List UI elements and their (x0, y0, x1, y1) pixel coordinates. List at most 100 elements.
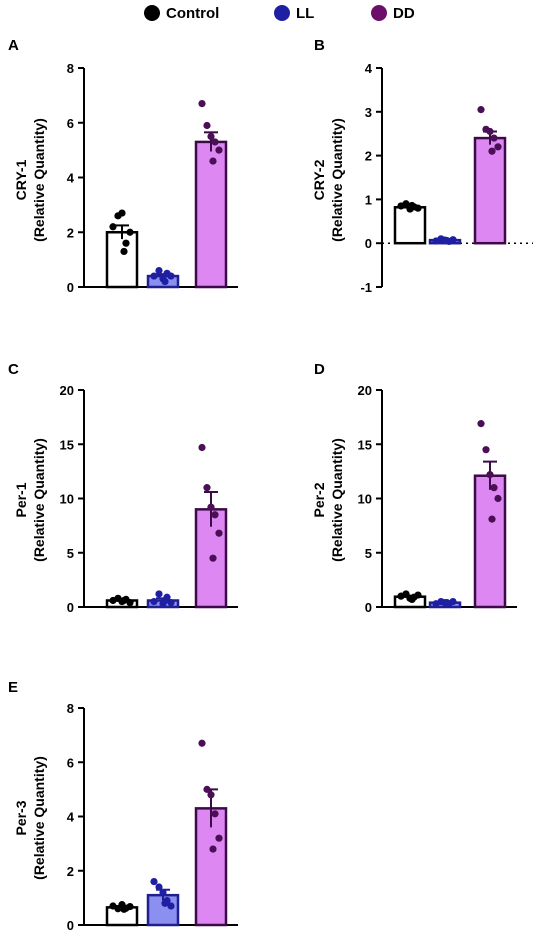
plot-area: 0 5 10 15 20 (60, 383, 238, 615)
data-point-control (120, 596, 128, 605)
plot-area: -1 0 1 2 3 4 (360, 61, 533, 295)
data-point-ll (150, 597, 158, 606)
y-axis-title-line2: (Relative Quantity) (329, 118, 345, 242)
data-point-dd (209, 845, 217, 853)
legend-label-ll: LL (296, 5, 314, 22)
chart-legend: Control LL DD (144, 5, 415, 22)
panel-letter-d: D (314, 361, 325, 378)
data-point-dd (207, 791, 215, 799)
data-point-dd (207, 132, 215, 141)
data-point-ll (167, 599, 175, 607)
data-point-ll (167, 272, 175, 280)
data-point-ll (155, 590, 163, 598)
legend-item-control: Control (144, 5, 219, 22)
panel-letter-a: A (8, 37, 19, 54)
legend-item-dd: DD (371, 5, 415, 22)
data-point-dd (211, 511, 219, 519)
data-point-ll (161, 899, 169, 907)
data-point-ll (443, 599, 451, 607)
data-point-dd (482, 446, 490, 454)
data-point-dd (215, 146, 223, 154)
data-point-dd (490, 134, 498, 142)
data-point-dd (203, 785, 211, 793)
y-tick-label: 8 (67, 701, 74, 716)
data-point-ll (155, 883, 163, 891)
y-tick-label: 10 (358, 492, 372, 507)
data-point-control (408, 201, 416, 210)
legend-label-control: Control (166, 5, 219, 22)
y-tick-label: 20 (358, 383, 372, 398)
data-point-control (414, 591, 422, 599)
data-point-dd (203, 484, 211, 492)
bar-control (105, 231, 139, 289)
bar-control (393, 206, 427, 245)
data-point-control (109, 223, 117, 231)
panel-e-per3-chart: E Per-3 (Relative Quantity) 0 2 4 6 8 (8, 679, 238, 933)
y-axis-title-line2: (Relative Quantity) (31, 438, 47, 562)
y-tick-label: 15 (358, 437, 372, 452)
y-tick-label: -1 (360, 280, 372, 295)
y-tick-label: 2 (67, 864, 74, 879)
data-point-control (120, 905, 128, 913)
data-point-control (126, 228, 134, 236)
bar-dd (473, 474, 507, 609)
legend-label-dd: DD (393, 5, 415, 22)
y-axis-title-line2: (Relative Quantity) (31, 756, 47, 880)
y-tick-label: 6 (67, 755, 74, 770)
data-point-dd (211, 138, 219, 146)
y-tick-label: 6 (67, 116, 74, 131)
data-point-control (120, 247, 128, 256)
data-point-ll (449, 597, 457, 606)
bar-dd (473, 136, 507, 245)
bar-dd (194, 807, 228, 927)
data-point-ll (449, 236, 457, 244)
panel-letter-e: E (8, 679, 18, 696)
y-tick-label: 4 (365, 61, 373, 76)
data-point-ll (167, 902, 175, 910)
data-point-ll (159, 888, 167, 897)
legend-marker-control (144, 5, 160, 21)
panel-b-cry2-chart: B CRY-2 (Relative Quantity) -1 0 1 2 3 4 (311, 37, 533, 295)
y-tick-label: 5 (365, 546, 372, 561)
data-point-ll (150, 878, 158, 886)
data-point-control (126, 902, 134, 911)
y-axis-title-line1: CRY-2 (311, 159, 327, 200)
data-point-control (414, 204, 422, 212)
data-point-control (408, 595, 416, 604)
data-point-dd (211, 810, 219, 818)
data-point-dd (198, 443, 206, 452)
plot-area: 0 2 4 6 8 (67, 61, 238, 295)
data-point-dd (494, 494, 502, 503)
data-point-control (402, 200, 410, 208)
panel-letter-c: C (8, 361, 19, 378)
panel-a-cry1-chart: A CRY-1 (Relative Quantity) 0 2 4 6 8 (8, 37, 238, 295)
y-tick-label: 3 (365, 105, 372, 120)
y-tick-label: 1 (365, 192, 372, 207)
y-tick-label: 15 (60, 437, 74, 452)
data-point-ll (443, 236, 451, 245)
y-axis-title-line2: (Relative Quantity) (329, 438, 345, 562)
y-tick-label: 4 (67, 171, 75, 186)
data-point-ll (150, 272, 158, 280)
data-point-dd (486, 127, 494, 136)
plot-area: 0 2 4 6 8 (67, 701, 238, 933)
y-tick-label: 2 (67, 225, 74, 240)
y-axis-title-line2: (Relative Quantity) (31, 118, 47, 242)
y-tick-label: 4 (67, 810, 75, 825)
y-tick-label: 0 (365, 600, 372, 615)
y-tick-label: 0 (365, 236, 372, 251)
y-axis-title-line1: Per-1 (13, 482, 29, 517)
data-point-dd (494, 143, 502, 151)
panel-d-per2-chart: D Per-2 (Relative Quantity) 0 5 10 15 20 (311, 361, 517, 615)
data-point-dd (488, 515, 496, 523)
data-point-dd (488, 147, 496, 155)
plot-area: 0 5 10 15 20 (358, 383, 517, 615)
data-point-dd (198, 739, 206, 747)
data-point-control (122, 239, 130, 247)
data-point-dd (215, 529, 223, 537)
y-tick-label: 10 (60, 492, 74, 507)
panel-letter-b: B (314, 37, 325, 54)
data-point-ll (161, 596, 169, 605)
legend-item-ll: LL (274, 5, 314, 22)
y-tick-label: 0 (67, 600, 74, 615)
